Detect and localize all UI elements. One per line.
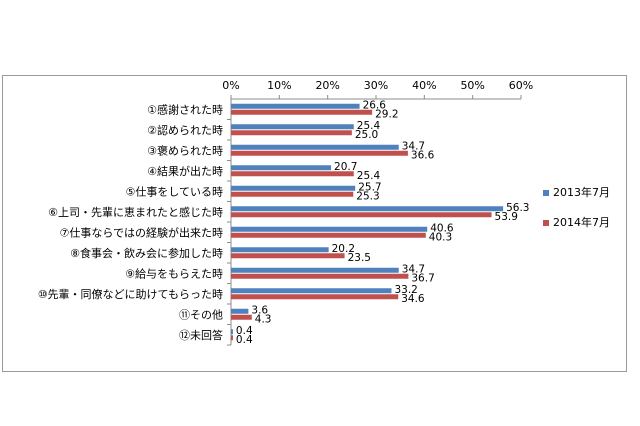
data-label: 20.7 — [334, 161, 357, 173]
data-label: 53.9 — [495, 211, 518, 223]
data-label: 56.3 — [506, 202, 529, 214]
data-label: 40.3 — [429, 231, 452, 243]
x-tick-label: 0% — [222, 79, 239, 92]
data-label: 23.5 — [348, 252, 371, 264]
x-tick-label: 30% — [364, 79, 388, 92]
bar-s2013 — [231, 144, 399, 150]
bar-s2013 — [231, 165, 332, 171]
bar-s2014 — [231, 109, 373, 115]
data-label: 25.3 — [356, 190, 379, 202]
data-label: 3.6 — [251, 304, 268, 316]
data-label: 40.6 — [430, 222, 454, 234]
legend-label: 2014年7月 — [553, 215, 610, 229]
bar-s2013 — [231, 124, 354, 130]
legend-label: 2013年7月 — [553, 185, 610, 199]
bar-s2013 — [231, 329, 233, 335]
data-label: 25.7 — [358, 181, 381, 193]
bar-s2013 — [231, 288, 392, 294]
data-label: 0.4 — [236, 334, 253, 346]
bar-s2013 — [231, 103, 360, 109]
x-tick-label: 50% — [460, 79, 484, 92]
data-label: 36.6 — [411, 149, 435, 161]
data-label: 25.0 — [355, 129, 378, 141]
x-tick-label: 40% — [412, 79, 436, 92]
x-tick-label: 20% — [315, 79, 339, 92]
category-label: ⑦仕事ならではの経験が出来た時 — [59, 225, 223, 239]
bar-s2014 — [231, 253, 345, 259]
category-label: ⑧食事会・飲み会に参加した時 — [70, 246, 223, 260]
legend-swatch — [543, 220, 549, 226]
bar-s2014 — [231, 212, 492, 218]
bar-s2013 — [231, 206, 504, 212]
bar-s2013 — [231, 185, 356, 191]
category-label: ⑥上司・先輩に恵まれたと感じた時 — [48, 205, 223, 219]
category-label: ⑨給与をもらえた時 — [125, 266, 223, 280]
bar-s2014 — [231, 232, 426, 238]
data-label: 34.6 — [401, 293, 425, 305]
bar-s2014 — [231, 150, 408, 156]
bar-s2014 — [231, 191, 354, 197]
bar-s2014 — [231, 335, 233, 341]
x-tick-label: 60% — [509, 79, 533, 92]
legend-swatch — [543, 190, 549, 196]
bar-s2013 — [231, 247, 329, 253]
category-label: ⑫未回答 — [179, 328, 223, 342]
bar-s2014 — [231, 171, 354, 177]
data-label: 26.6 — [363, 99, 387, 111]
category-label: ③褒められた時 — [147, 143, 223, 157]
category-label: ④結果が出た時 — [147, 164, 223, 178]
category-label: ②認められた時 — [147, 123, 223, 137]
bar-s2014 — [231, 294, 399, 300]
category-label: ⑪その他 — [179, 308, 223, 321]
bar-s2014 — [231, 273, 409, 279]
data-label: 34.7 — [402, 140, 425, 152]
category-label: ⑩先輩・同僚などに助けてもらった時 — [38, 287, 223, 301]
bar-s2013 — [231, 226, 428, 232]
data-label: 25.4 — [357, 170, 381, 182]
bar-s2014 — [231, 314, 252, 320]
data-label: 34.7 — [402, 263, 425, 275]
data-label: 33.2 — [394, 284, 417, 296]
data-label: 29.2 — [375, 108, 398, 120]
x-tick-label: 10% — [267, 79, 291, 92]
bar-s2013 — [231, 267, 399, 273]
data-label: 4.3 — [255, 313, 272, 325]
category-label: ⑤仕事をしている時 — [125, 185, 223, 198]
bar-s2014 — [231, 130, 352, 136]
category-label: ①感謝された時 — [147, 102, 223, 116]
data-label: 20.2 — [332, 243, 355, 255]
data-label: 0.4 — [236, 325, 253, 337]
bar-s2013 — [231, 308, 249, 314]
data-label: 25.4 — [357, 120, 381, 132]
data-label: 36.7 — [411, 272, 434, 284]
